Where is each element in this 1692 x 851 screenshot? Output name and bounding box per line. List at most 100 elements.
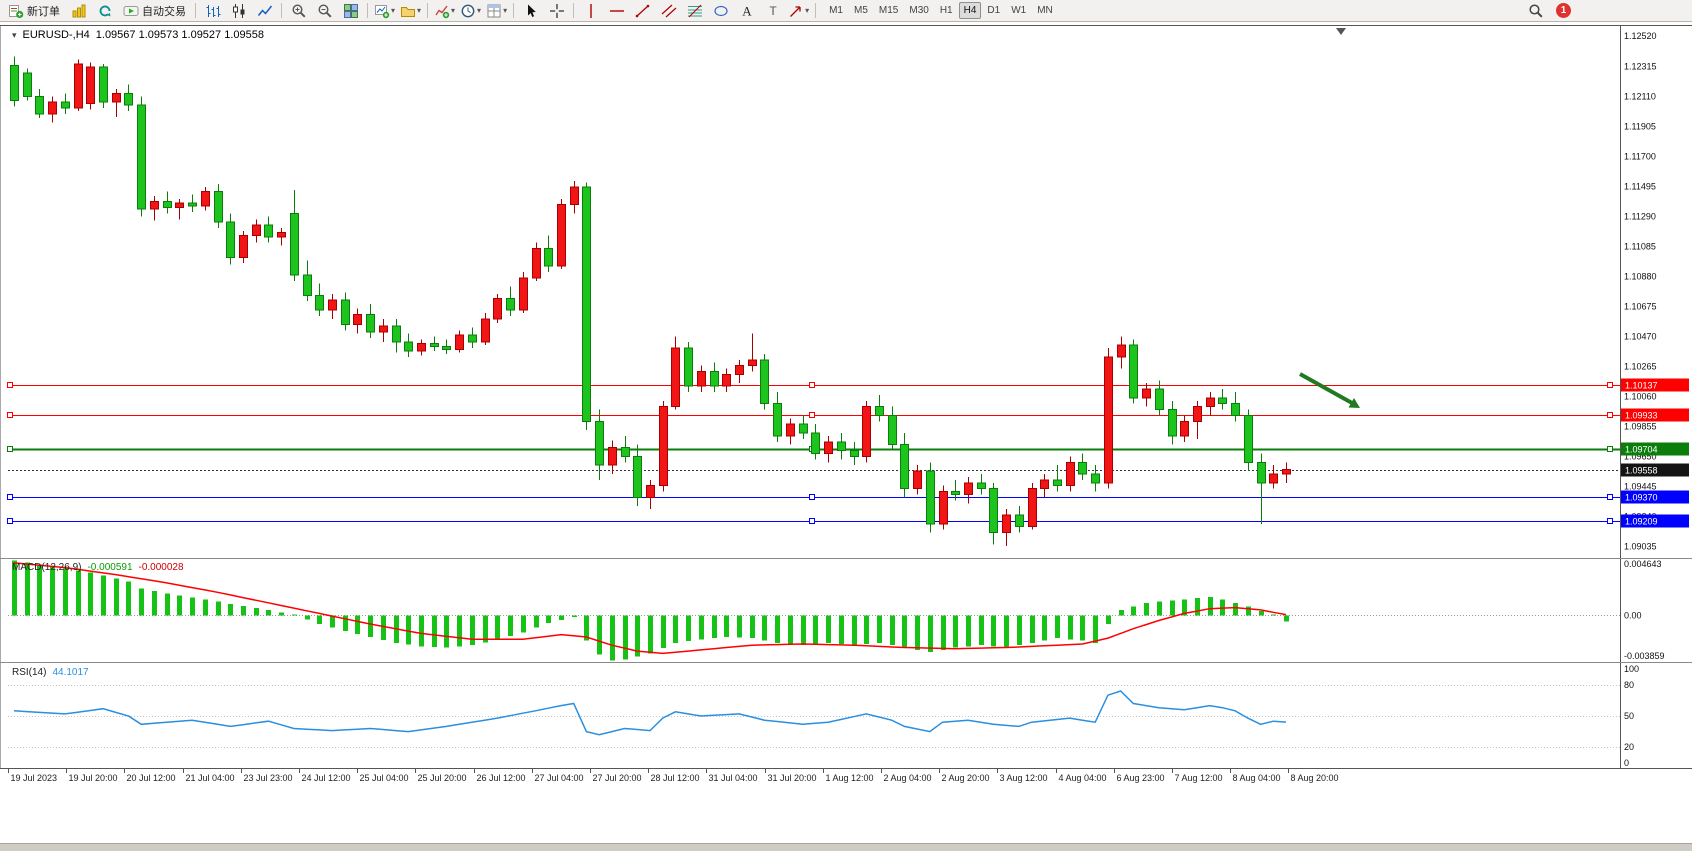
- rsi-name: RSI(14): [12, 667, 47, 678]
- zoom-out-button[interactable]: [312, 0, 337, 22]
- macd-main-value: -0.000591: [87, 562, 133, 573]
- channel-button[interactable]: [656, 0, 681, 22]
- trendline-icon: [635, 4, 649, 17]
- line-chart-button[interactable]: [252, 0, 277, 22]
- hline-1.09370[interactable]: [7, 494, 1621, 500]
- svg-text:26 Jul 12:00: 26 Jul 12:00: [477, 773, 526, 783]
- market-watch-button[interactable]: [66, 0, 91, 22]
- indicators-button[interactable]: ▾: [432, 0, 457, 22]
- crosshair-button[interactable]: [544, 0, 569, 22]
- profiles-button[interactable]: ▾: [398, 0, 423, 22]
- svg-text:1.09933: 1.09933: [1625, 411, 1658, 421]
- chart-collapse-icon[interactable]: ▾: [12, 29, 17, 40]
- timeframe-button-m5[interactable]: M5: [854, 5, 868, 16]
- periods-icon: [461, 4, 475, 17]
- svg-text:1.12110: 1.12110: [1624, 91, 1656, 101]
- autotrade-button-label: 自动交易: [142, 5, 186, 18]
- rsi-axis[interactable]: 100 80 50 20 0: [1624, 664, 1639, 768]
- new-chart-button[interactable]: ▾: [372, 0, 397, 22]
- rsi-indicator-label: RSI(14) 44.1017: [12, 667, 89, 678]
- svg-text:80: 80: [1624, 680, 1634, 690]
- hline-1.10137[interactable]: [7, 382, 1621, 388]
- timeframe-button-m1[interactable]: M1: [829, 5, 843, 16]
- toolbar-separator: [281, 3, 282, 18]
- crosshair-icon: [549, 3, 564, 18]
- arrows-button[interactable]: ▾: [786, 0, 811, 22]
- timeframe-button-m30[interactable]: M30: [909, 5, 929, 16]
- new-order-button[interactable]: 新订单: [3, 0, 65, 22]
- notification-badge[interactable]: 1: [1556, 3, 1571, 18]
- svg-text:23 Jul 23:00: 23 Jul 23:00: [244, 773, 293, 783]
- timeframe-button-h1[interactable]: H1: [939, 5, 953, 16]
- toolbar-buttons: 新订单 自动交易 ▾ ▾ ▾ ▾ ▾ A T ▾: [3, 0, 819, 22]
- autotrade-icon: [123, 5, 139, 16]
- macd-histogram: [12, 560, 1289, 661]
- refresh-icon: [99, 5, 110, 16]
- indicators-icon: [435, 5, 450, 18]
- label-button[interactable]: T: [760, 0, 785, 22]
- svg-text:27 Jul 04:00: 27 Jul 04:00: [535, 773, 584, 783]
- time-axis[interactable]: 19 Jul 2023 19 Jul 20:00 20 Jul 12:00 21 Ju…: [8, 769, 1339, 783]
- dropdown-arrow-icon: ▾: [451, 6, 456, 15]
- hline-1.09933[interactable]: [7, 412, 1621, 418]
- toolbar-separator: [195, 3, 196, 18]
- candlestick-series: [10, 56, 1291, 546]
- templates-icon: [487, 4, 501, 17]
- svg-text:1.11700: 1.11700: [1624, 151, 1656, 161]
- svg-text:1.10880: 1.10880: [1624, 271, 1657, 281]
- svg-text:1.10265: 1.10265: [1624, 361, 1657, 371]
- horizontal-line-button[interactable]: [604, 0, 629, 22]
- bar-chart-icon: [206, 4, 220, 17]
- chart-header: ▾ EURUSD-,H4 1.09567 1.09573 1.09527 1.0…: [12, 29, 264, 41]
- trendline-button[interactable]: [630, 0, 655, 22]
- market-watch-icon: [72, 4, 85, 17]
- ohlc-values: 1.09567 1.09573 1.09527 1.09558: [95, 29, 264, 41]
- toolbar-separator: [573, 3, 575, 18]
- autotrade-button[interactable]: 自动交易: [118, 0, 191, 22]
- svg-text:1.10470: 1.10470: [1624, 331, 1657, 341]
- svg-text:0.00: 0.00: [1624, 611, 1642, 621]
- svg-text:1.10137: 1.10137: [1625, 381, 1658, 391]
- timeframe-button-w1[interactable]: W1: [1011, 5, 1027, 16]
- refresh-button[interactable]: [92, 0, 117, 22]
- cursor-button[interactable]: [518, 0, 543, 22]
- shapes-icon: [713, 5, 728, 16]
- hline-1.09209[interactable]: [7, 518, 1621, 524]
- candlestick-chart-button[interactable]: [226, 0, 251, 22]
- macd-axis[interactable]: 0.004643 0.00 -0.003859: [1624, 559, 1665, 661]
- new-chart-icon: [375, 4, 390, 18]
- text-button[interactable]: A: [734, 0, 759, 22]
- svg-text:3 Aug 12:00: 3 Aug 12:00: [1000, 773, 1048, 783]
- macd-signal-line: [13, 562, 1287, 655]
- svg-text:19 Jul 20:00: 19 Jul 20:00: [69, 773, 118, 783]
- svg-text:1.09650: 1.09650: [1624, 451, 1657, 461]
- svg-text:1.09558: 1.09558: [1625, 466, 1658, 476]
- svg-text:7 Aug 12:00: 7 Aug 12:00: [1175, 773, 1223, 783]
- timeframe-button-h4[interactable]: H4: [958, 2, 982, 19]
- svg-text:1.12315: 1.12315: [1624, 61, 1657, 71]
- bar-chart-button[interactable]: [200, 0, 225, 22]
- hline-icon: [609, 9, 624, 12]
- chart-shift-marker[interactable]: [1336, 28, 1346, 35]
- fibonacci-button[interactable]: [682, 0, 707, 22]
- dropdown-arrow-icon: ▾: [805, 6, 810, 15]
- timeframe-button-mn[interactable]: MN: [1037, 5, 1053, 16]
- line-chart-icon: [257, 5, 272, 16]
- svg-text:21 Jul 04:00: 21 Jul 04:00: [186, 773, 235, 783]
- templates-button[interactable]: ▾: [484, 0, 509, 22]
- shapes-button[interactable]: [708, 0, 733, 22]
- timeframe-button-m15[interactable]: M15: [878, 5, 899, 16]
- tile-windows-button[interactable]: [338, 0, 363, 22]
- toolbar-separator: [815, 3, 817, 18]
- svg-text:19 Jul 2023: 19 Jul 2023: [11, 773, 58, 783]
- tile-windows-icon: [343, 3, 358, 18]
- periods-button[interactable]: ▾: [458, 0, 483, 22]
- zoom-in-button[interactable]: [286, 0, 311, 22]
- search-button[interactable]: [1523, 0, 1548, 22]
- new-order-button-label: 新订单: [27, 5, 60, 18]
- svg-text:20: 20: [1624, 742, 1634, 752]
- timeframe-button-d1[interactable]: D1: [987, 5, 1001, 16]
- trend-arrow-annotation[interactable]: [1299, 372, 1360, 408]
- vertical-line-button[interactable]: [578, 0, 603, 22]
